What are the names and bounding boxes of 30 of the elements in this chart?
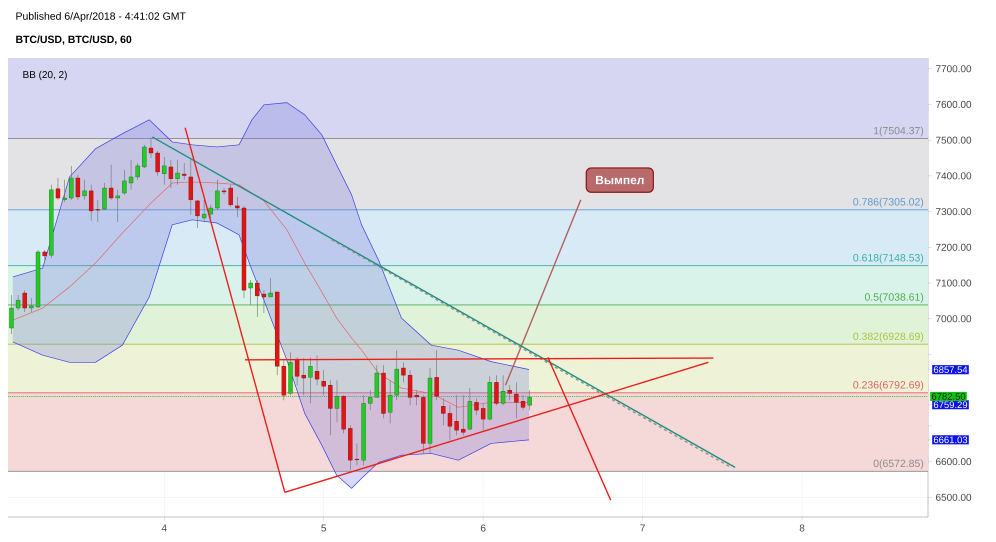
chart-subtitle: BTC/USD, BTC/USD, 60 xyxy=(16,35,132,45)
annotation: BB (20, 2) xyxy=(23,70,67,80)
y-tick-label: 7700.00 xyxy=(936,65,972,72)
x-tick-label: 6 xyxy=(480,524,486,532)
ref-line-label: 6782.50 xyxy=(932,393,966,400)
x-tick-label: 7 xyxy=(640,524,645,532)
x-tick-label: 5 xyxy=(321,524,326,532)
y-tick-label: 7000.00 xyxy=(936,315,972,322)
y-tick-label: 6759.29 xyxy=(934,401,968,408)
y-tick-label: 6600.00 xyxy=(936,458,972,466)
x-tick-label: 4 xyxy=(162,524,167,532)
y-tick-label: 7300.00 xyxy=(936,208,972,216)
ref-line-label: 0.786(7305.02) xyxy=(853,198,924,208)
y-tick-label: 6500.00 xyxy=(936,494,972,501)
ref-line-label: 0.236(6792.69) xyxy=(853,380,924,391)
ref-line-label: 0(6572.85) xyxy=(874,459,924,470)
y-tick-label: 7400.00 xyxy=(936,172,972,180)
x-tick-label: 8 xyxy=(800,524,804,532)
annotation: Вымпел xyxy=(596,176,644,184)
chart-title: Published 6/Apr/2018 - 4:41:02 GMT xyxy=(16,12,186,22)
y-tick-label: 7600.00 xyxy=(936,100,972,108)
y-tick-label: 7100.00 xyxy=(936,280,972,287)
ref-line-label: 0.618(7148.53) xyxy=(853,254,924,264)
ref-line-label: 0.382(6928.69) xyxy=(853,332,924,342)
y-tick-label: 6661.03 xyxy=(934,436,968,444)
y-tick-label: 6857.54 xyxy=(934,366,968,373)
ref-line-label: 1(7504.37) xyxy=(874,126,924,136)
y-tick-label: 7200.00 xyxy=(936,244,972,251)
ref-line-label: 0.5(7038.61) xyxy=(864,293,924,303)
y-tick-label: 7500.00 xyxy=(936,136,972,144)
